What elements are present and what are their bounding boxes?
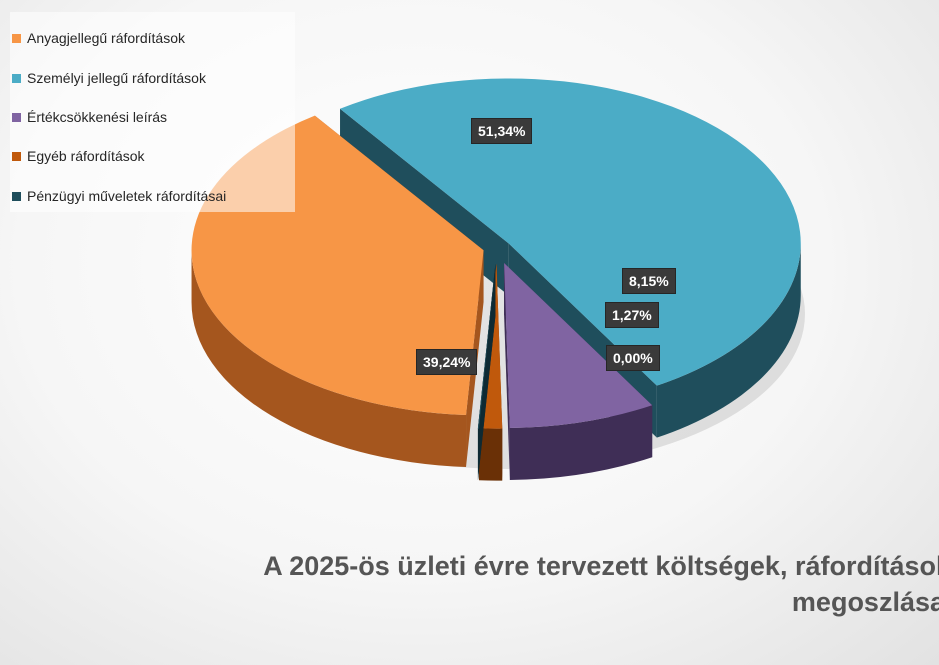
legend-swatch (12, 73, 21, 83)
data-label-anyagjellegu: 39,24% (416, 349, 478, 375)
chart-title-line-1: A 2025-ös üzleti évre tervezett költsége… (263, 551, 939, 581)
legend-item-penzugyi: Pénzügyi műveletek ráfordításai (10, 186, 226, 206)
pie-slice-top (504, 263, 653, 428)
chart-legend: Anyagjellegű ráfordítások Személyi jelle… (10, 12, 295, 212)
legend-label: Értékcsökkenési leírás (27, 109, 168, 125)
pie-slice-ertekcsokkenesi (504, 263, 653, 480)
pie-slice-side (478, 428, 503, 481)
legend-label: Pénzügyi műveletek ráfordításai (27, 188, 227, 204)
legend-label: Anyagjellegű ráfordítások (27, 30, 185, 46)
legend-swatch (12, 151, 21, 161)
chart-title-line-2: megoszlása (791, 587, 939, 617)
pie-slice-penzugyi (477, 263, 496, 481)
pie-slice-top (477, 263, 496, 430)
pie-slice-side (509, 405, 653, 480)
legend-item-anyagjellegu: Anyagjellegű ráfordítások (10, 28, 185, 48)
legend-item-egyeb: Egyéb ráfordítások (10, 146, 145, 166)
pie-slice-wall (477, 263, 496, 481)
data-label-penzugyi: 0,00% (606, 345, 660, 371)
pie-slice-wall (504, 263, 510, 480)
legend-swatch (12, 112, 21, 122)
legend-swatch (12, 33, 21, 43)
legend-item-ertekcsokkenesi: Értékcsökkenési leírás (10, 107, 167, 127)
pie-slice-top (340, 78, 801, 386)
chart-title: A 2025-ös üzleti évre tervezett költsége… (0, 548, 939, 620)
legend-label: Egyéb ráfordítások (27, 148, 145, 164)
data-label-ertekcsokkenesi: 8,15% (622, 268, 676, 294)
data-label-egyeb: 1,27% (605, 302, 659, 328)
data-label-szemelyi: 51,34% (471, 118, 533, 144)
legend-item-szemelyi: Személyi jellegű ráfordítások (10, 68, 206, 88)
legend-swatch (12, 191, 21, 201)
pie-slice-side (656, 243, 801, 438)
legend-label: Személyi jellegű ráfordítások (27, 70, 206, 86)
pie-slice-side (191, 250, 467, 468)
